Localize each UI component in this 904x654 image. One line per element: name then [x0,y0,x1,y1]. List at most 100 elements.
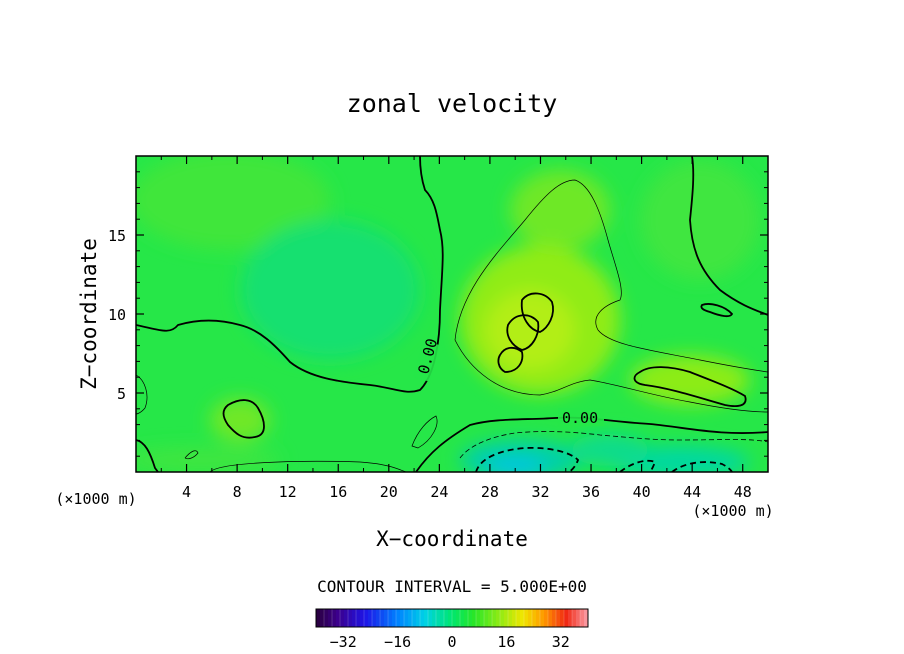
colorbar-cell [395,608,401,628]
colorbar-cell [368,609,373,627]
colorbar-cell [536,609,541,627]
colorbar-cell [435,608,441,628]
colorbar-cell [371,608,377,628]
contours-negative [459,431,768,459]
y-tick-label: 15 [108,227,126,245]
y-tick-label: 10 [108,306,126,324]
plot-area: 0.00 0.00 [136,156,768,472]
x-tick-label: 20 [380,483,398,501]
x-tick-label: 12 [279,483,297,501]
colorbar-cell [339,608,345,628]
colorbar-cell [424,609,429,627]
x-tick-label: 40 [633,483,651,501]
colorbar-cell [507,608,513,628]
colorbar [315,608,589,628]
colorbar-ticks: −32 −16 0 16 32 [330,633,570,651]
chart-title: zonal velocity [347,89,558,118]
colorbar-cell [488,609,493,627]
colorbar-cell [496,609,501,627]
x-tick-label: 36 [582,483,600,501]
contours-thin [136,179,768,472]
colorbar-cell [547,608,553,628]
x-tick-label: 16 [329,483,347,501]
contours-zero [136,156,768,472]
x-axis-ticks: 4 8 12 16 20 24 28 32 36 40 44 48 [160,156,752,501]
colorbar-cell [355,608,361,628]
contours-positive-10 [222,292,747,439]
colorbar-cell [331,608,337,628]
colorbar-tick-label: 32 [552,633,570,651]
colorbar-cell [504,609,509,627]
colorbar-cell [320,609,325,627]
x-tick-label: 24 [430,483,448,501]
colorbar-cell [576,609,581,627]
y-axis-label: Z−coordinate [77,238,101,390]
colorbar-cell [315,608,321,628]
colorbar-cell [384,609,389,627]
colorbar-cell [480,609,485,627]
colorbar-cell [379,608,385,628]
y-axis-ticks: 5 10 15 [108,171,768,457]
colorbar-cell [520,609,525,627]
colorbar-cell [475,608,481,628]
colorbar-cell [464,609,469,627]
colorbar-cell [563,608,569,628]
x-tick-label: 48 [734,483,752,501]
y-tick-label: 5 [117,385,126,403]
colorbar-cell [483,608,489,628]
contours-negative-10 [475,447,733,472]
x-tick-label: 32 [531,483,549,501]
colorbar-cell [523,608,529,628]
x-tick-label: 4 [182,483,191,501]
colorbar-tick-label: −32 [330,633,357,651]
colorbar-cell [456,609,461,627]
colorbar-cell [403,608,409,628]
field-shading [136,156,760,472]
colorbar-cell [427,608,433,628]
colorbar-cell [539,608,545,628]
colorbar-cell [467,608,473,628]
colorbar-cell [400,609,405,627]
colorbar-cell [323,608,329,628]
colorbar-cell [376,609,381,627]
x-axis-label: X−coordinate [376,527,528,551]
colorbar-cell [544,609,549,627]
colorbar-cell [352,609,357,627]
colorbar-tick-label: 0 [447,633,456,651]
x-tick-label: 28 [481,483,499,501]
colorbar-cell [443,608,449,628]
colorbar-cell [336,609,341,627]
colorbar-cell [451,608,457,628]
colorbar-cell [472,609,477,627]
colorbar-cell [515,608,521,628]
x-tick-label: 44 [683,483,701,501]
colorbar-cell [499,608,505,628]
colorbar-cell [432,609,437,627]
contour-label-text-2: 0.00 [562,409,598,427]
colorbar-tick-label: 16 [497,633,515,651]
colorbar-cell [363,608,369,628]
colorbar-cell [584,609,589,627]
colorbar-cell [568,609,573,627]
colorbar-cell [459,608,465,628]
colorbar-cell [491,608,497,628]
colorbar-cell [560,609,565,627]
colorbar-cell [531,608,537,628]
x-tick-label: 8 [233,483,242,501]
colorbar-cell [552,609,557,627]
colorbar-cell [555,608,561,628]
contour-label-2: 0.00 [558,408,604,427]
colorbar-cell [411,608,417,628]
colorbar-cell [416,609,421,627]
colorbar-cell [347,608,353,628]
colorbar-cell [448,609,453,627]
colorbar-cell [528,609,533,627]
colorbar-cell [392,609,397,627]
colorbar-cell [440,609,445,627]
colorbar-cell [571,608,577,628]
colorbar-cell [408,609,413,627]
colorbar-cell [512,609,517,627]
colorbar-tick-label: −16 [384,633,411,651]
colorbar-cell [387,608,393,628]
